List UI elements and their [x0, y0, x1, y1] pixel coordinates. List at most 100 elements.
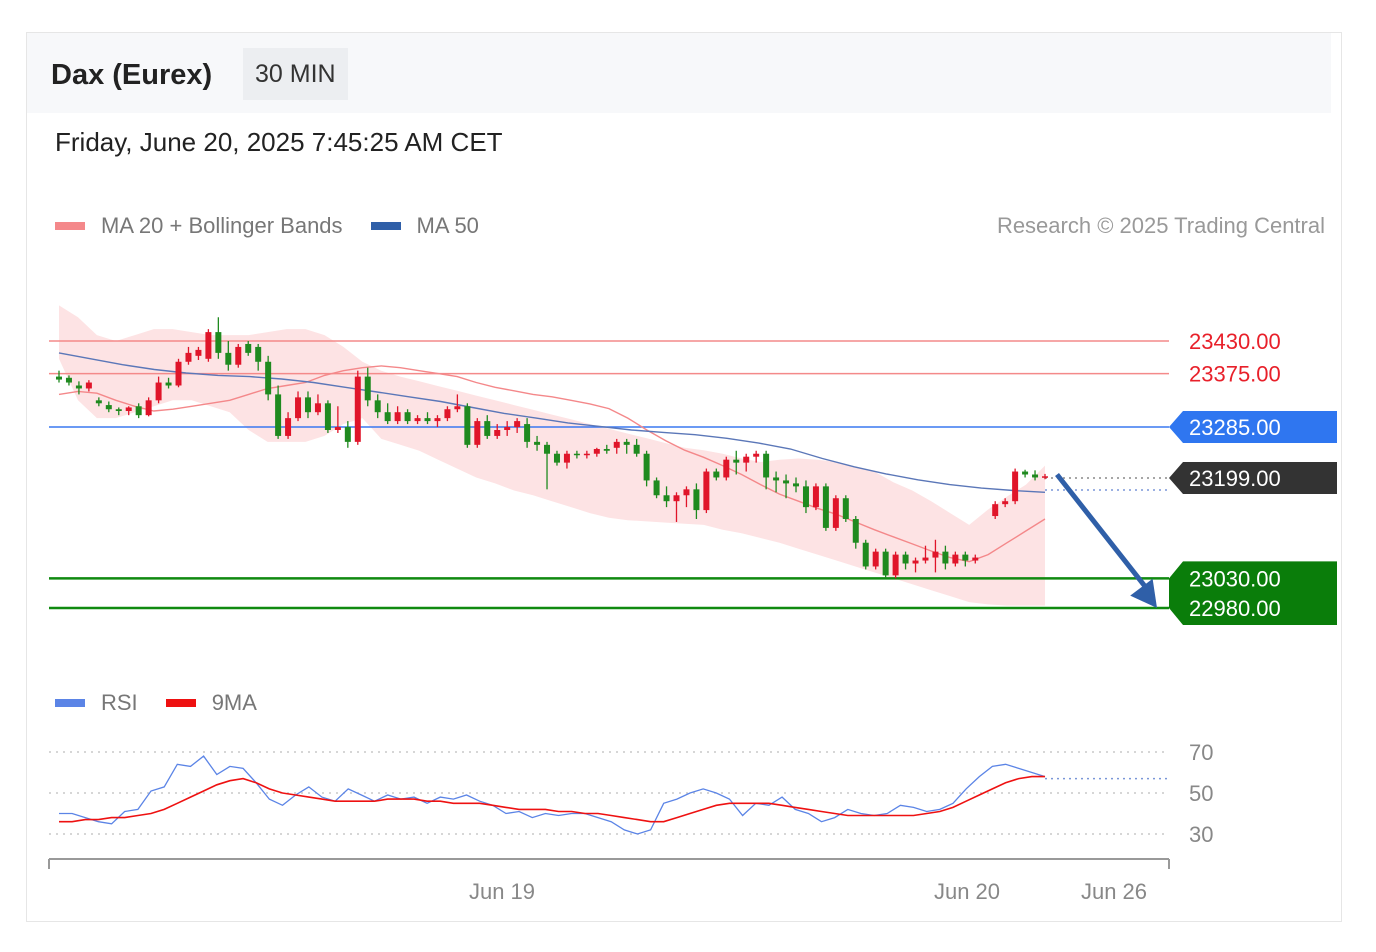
candle-body [812, 486, 819, 508]
candle-body [932, 551, 939, 558]
candle-body [862, 542, 869, 567]
chart-header: Dax (Eurex) 30 MIN [27, 33, 1331, 113]
candle-body [603, 448, 610, 451]
candle-body [613, 441, 620, 448]
candle-body [832, 498, 839, 528]
candle-body [285, 418, 292, 436]
candle-body [952, 554, 959, 564]
candle-body [962, 554, 969, 561]
candle-body [394, 412, 401, 422]
candle-body [852, 519, 859, 543]
candle-body [633, 444, 640, 454]
candle-body [972, 557, 979, 561]
candle-body [743, 456, 750, 463]
candle-body [384, 412, 391, 422]
rsi-series-rsi [59, 755, 1046, 835]
candle-body [723, 459, 730, 478]
candle-body [713, 471, 720, 478]
rsi-legend: RSI 9MA [55, 690, 285, 716]
interval-badge[interactable]: 30 MIN [243, 48, 348, 100]
candle-body [802, 486, 809, 508]
candle-body [255, 346, 262, 362]
price-legend: MA 20 + Bollinger Bands MA 50 [55, 213, 507, 239]
legend-swatch-9ma [165, 699, 196, 707]
candle-body [314, 403, 321, 413]
candle-body [623, 441, 630, 445]
candle-body [145, 400, 152, 416]
candle-body [354, 376, 361, 442]
level-label-23430.00: 23430.00 [1189, 329, 1281, 354]
candle-body [374, 400, 381, 413]
candle-body [902, 554, 909, 564]
level-label-23285.00: 23285.00 [1189, 415, 1281, 440]
candle-body [643, 453, 650, 481]
candle-body [922, 557, 929, 561]
level-tag-23285.00 [1169, 411, 1337, 444]
legend-swatch-rsi [55, 699, 85, 707]
candle-body [942, 551, 949, 564]
candle-body [583, 453, 590, 456]
legend-swatch-ma50 [370, 222, 401, 230]
x-tick-label: Jun 19 [469, 879, 535, 904]
candle-body [175, 361, 182, 386]
candle-body [1032, 474, 1039, 478]
candle-body [683, 489, 690, 496]
legend-label-ma20: MA 20 + Bollinger Bands [101, 213, 343, 238]
candle-body [494, 430, 501, 436]
candle-body [733, 459, 740, 463]
candle-body [344, 427, 351, 442]
candle-body [434, 418, 441, 422]
forecast-arrow-shaft [1055, 472, 1153, 596]
candle-body [205, 332, 212, 359]
candle-body [225, 352, 232, 365]
forecast-arrow-head [1130, 578, 1157, 608]
x-tick-label: Jun 20 [934, 879, 1000, 904]
candle-body [474, 421, 481, 445]
level-tag-23199.00 [1169, 462, 1337, 495]
level-label-23375.00: 23375.00 [1189, 362, 1281, 387]
rsi-level-label-30: 30 [1189, 822, 1213, 847]
support-tag-block [1169, 561, 1337, 625]
candle-body [1012, 471, 1019, 502]
candle-body [872, 551, 879, 567]
candle-body [763, 453, 770, 478]
candle-body [514, 421, 521, 428]
candle-body [753, 453, 760, 457]
candle-body [992, 504, 999, 517]
x-axis-line [48, 858, 1170, 869]
legend-swatch-ma20 [55, 222, 85, 230]
timestamp: Friday, June 20, 2025 7:45:25 AM CET [55, 127, 503, 157]
legend-label-ma50: MA 50 [416, 213, 479, 238]
candle-body [265, 361, 272, 395]
candle-body [215, 332, 222, 353]
candle-body [653, 480, 660, 496]
x-tick-label: Jun 26 [1081, 879, 1147, 904]
candle-body [793, 483, 800, 487]
candle-body [484, 421, 491, 436]
candle-body [185, 352, 192, 362]
candle-body [364, 376, 371, 401]
candle-body [85, 382, 92, 389]
rsi-level-label-70: 70 [1189, 740, 1213, 765]
candle-body [693, 489, 700, 511]
candle-body [275, 394, 282, 436]
candle-body [783, 480, 790, 484]
bollinger-band-area [59, 305, 1045, 606]
candle-body [673, 495, 680, 502]
candle-body [454, 406, 461, 410]
ma50-line [58, 352, 1046, 493]
candle-body [304, 397, 311, 413]
candle-body [703, 471, 710, 511]
candle-body [892, 554, 899, 576]
candle-body [404, 412, 411, 422]
candle-body [195, 349, 202, 356]
candle-body [135, 406, 142, 416]
candle-body [912, 560, 919, 564]
candle-body [573, 453, 580, 456]
candle-body [65, 377, 72, 383]
research-credit: Research © 2025 Trading Central [996, 213, 1325, 238]
candle-body [56, 376, 62, 380]
candle-body [663, 495, 670, 502]
candle-body [105, 405, 112, 410]
candle-body [842, 498, 849, 519]
